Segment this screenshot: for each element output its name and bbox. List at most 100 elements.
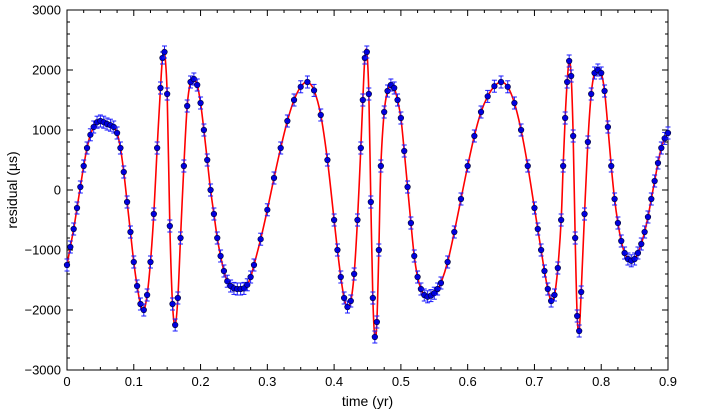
x-tick-label: 0.9 (659, 374, 677, 389)
data-point (144, 288, 151, 302)
marker (598, 69, 605, 77)
marker (562, 114, 569, 122)
data-point (604, 120, 612, 134)
marker (544, 285, 551, 293)
data-point (560, 159, 567, 173)
marker (77, 183, 84, 191)
marker (127, 228, 134, 236)
data-point (648, 192, 655, 206)
marker (444, 258, 451, 266)
data-point (164, 87, 171, 101)
marker (558, 216, 565, 224)
marker (371, 333, 378, 341)
marker (290, 96, 298, 104)
marker (576, 327, 583, 335)
marker (377, 162, 384, 170)
marker (210, 210, 218, 218)
marker (588, 90, 595, 98)
marker (568, 72, 575, 80)
marker (154, 144, 161, 152)
data-point (394, 93, 401, 107)
data-point (377, 159, 384, 173)
x-tick-label: 0.1 (125, 374, 143, 389)
x-tick-label: 0.8 (592, 374, 610, 389)
data-point (331, 213, 338, 227)
marker (134, 282, 141, 290)
y-tick-label: 3000 (32, 3, 61, 18)
marker (174, 294, 181, 302)
data-point (317, 108, 324, 122)
data-point (147, 255, 154, 269)
marker (658, 144, 665, 152)
marker (150, 210, 157, 218)
marker (180, 162, 187, 170)
data-point (157, 81, 164, 95)
marker (130, 258, 137, 266)
y-tick-label: −2000 (24, 303, 61, 318)
data-point (624, 252, 632, 266)
data-point (351, 267, 358, 281)
data-point (83, 141, 91, 155)
marker (317, 111, 324, 119)
data-point (341, 291, 348, 305)
data-point (541, 264, 548, 278)
marker (644, 213, 652, 221)
marker (164, 90, 171, 98)
data-point (257, 232, 264, 246)
marker (157, 84, 164, 92)
data-point (654, 156, 662, 170)
data-point (250, 258, 258, 272)
x-tick-label: 0.3 (258, 374, 276, 389)
data-point (347, 294, 354, 308)
data-point (247, 270, 254, 284)
marker (144, 291, 151, 299)
data-point (464, 159, 471, 173)
data-point (504, 80, 511, 94)
marker (560, 162, 567, 170)
marker (369, 294, 376, 302)
data-point (531, 201, 538, 215)
data-point (551, 288, 558, 302)
data-point (517, 123, 525, 137)
marker (634, 249, 642, 257)
marker (601, 87, 608, 95)
data-point (477, 105, 485, 119)
data-point (130, 255, 137, 269)
marker (538, 246, 545, 254)
data-point (534, 222, 541, 236)
data-point (63, 258, 71, 272)
marker (638, 240, 645, 248)
marker (471, 132, 478, 140)
data-point (359, 93, 366, 107)
marker (177, 234, 184, 242)
marker (611, 195, 618, 203)
marker (204, 156, 211, 164)
data-point (290, 93, 298, 107)
data-point (598, 66, 605, 80)
marker (504, 83, 511, 90)
data-point (437, 276, 445, 290)
data-point (123, 195, 131, 209)
data-point (570, 129, 577, 143)
marker (363, 48, 370, 56)
marker (614, 219, 622, 227)
marker (457, 195, 465, 203)
data-point (197, 96, 204, 110)
data-point (411, 249, 418, 263)
marker (250, 261, 258, 269)
data-point (381, 105, 388, 119)
x-axis-label: time (yr) (342, 393, 393, 409)
data-point (491, 79, 498, 93)
x-tick-label: 0.4 (325, 374, 343, 389)
data-point (407, 216, 415, 230)
data-point (444, 255, 451, 269)
data-point (100, 115, 107, 129)
marker (83, 144, 91, 152)
data-point (588, 87, 595, 101)
data-point (210, 207, 218, 221)
marker (381, 108, 388, 116)
data-point (117, 141, 124, 155)
marker (147, 258, 154, 266)
data-point (497, 75, 505, 89)
data-point (634, 246, 642, 260)
